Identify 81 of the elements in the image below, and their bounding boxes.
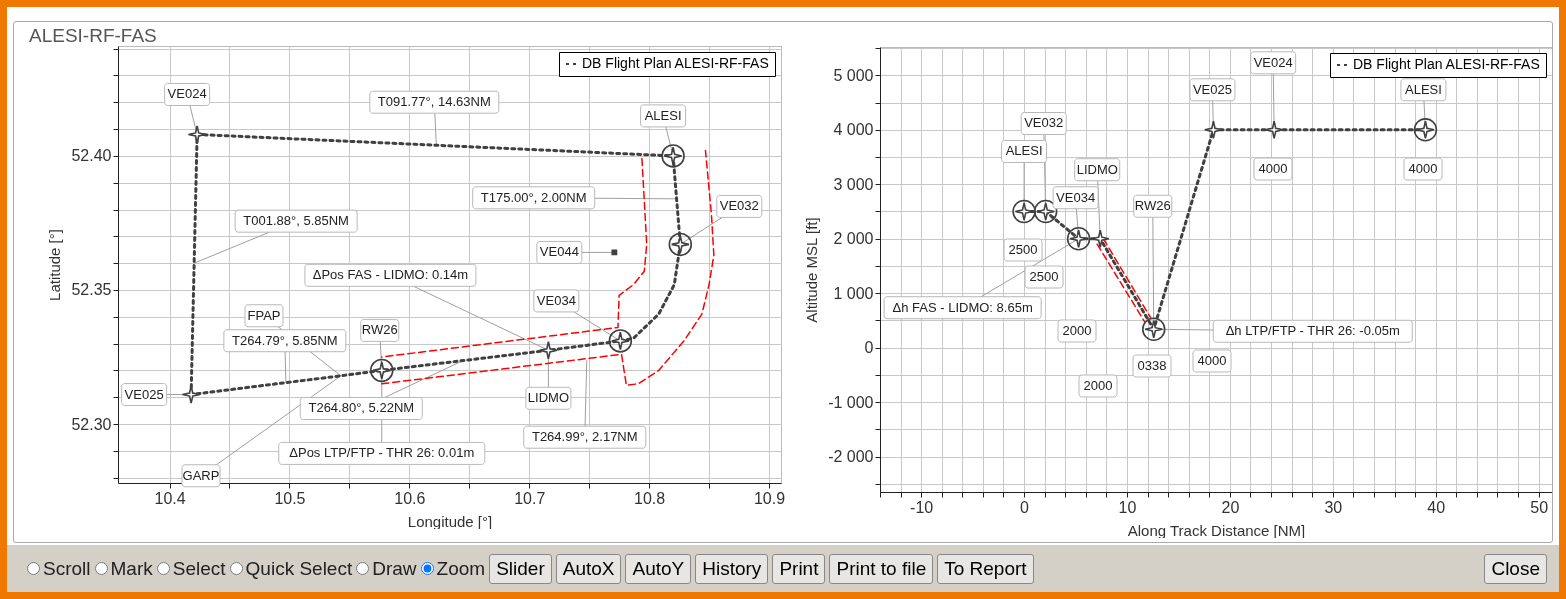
text: History xyxy=(695,553,769,584)
annotation: T091.77°, 14.63NM xyxy=(377,94,491,110)
text: Slider xyxy=(489,553,552,584)
x-tick-label: 10.5 xyxy=(274,489,306,507)
text: AutoX xyxy=(555,553,622,584)
annotation: T175.00°, 2.00NM xyxy=(480,189,587,205)
annotation: 2500 xyxy=(1029,269,1059,284)
y-axis-title: Altitude MSL [ft] xyxy=(803,217,821,323)
text: Zoom xyxy=(435,557,486,580)
y-tick-label: 5 000 xyxy=(833,66,874,84)
text: Quick Select xyxy=(244,557,353,580)
x-tick-label: 10.9 xyxy=(753,489,786,507)
y-tick-label: -1 000 xyxy=(828,393,874,411)
text: Print xyxy=(772,553,826,584)
y-tick-label: 52.35 xyxy=(71,281,112,299)
annotation: VE024 xyxy=(167,86,207,102)
annotation: ALESI xyxy=(1005,143,1043,159)
x-tick-label: 10.4 xyxy=(154,489,186,507)
annotation: T264.99°, 2.17NM xyxy=(531,429,638,445)
annotation: 2000 xyxy=(1062,323,1092,338)
text: Mark xyxy=(109,557,153,580)
text: Select xyxy=(171,557,226,580)
legend-label: DB Flight Plan ALESI-RF-FAS xyxy=(1353,56,1540,72)
annotation: ALESI xyxy=(1404,81,1442,97)
y-tick-label: 1 000 xyxy=(833,284,874,302)
annotation: T264.80°, 5.22NM xyxy=(308,400,415,416)
y-tick-label: 4 000 xyxy=(833,121,874,139)
annotation: FPAP xyxy=(247,307,281,323)
text: Scroll xyxy=(42,557,91,580)
annotation: 4000 xyxy=(1197,353,1227,368)
annotation: RW26 xyxy=(1134,198,1171,214)
x-axis-title: Along Track Distance [NM] xyxy=(1127,521,1306,539)
annotation: VE025 xyxy=(1192,81,1232,97)
x-tick-label: 50 xyxy=(1530,498,1549,516)
x-tick-label: 10.8 xyxy=(634,489,666,507)
annotation: GARP xyxy=(182,467,220,483)
annotation: VE032 xyxy=(1024,115,1064,131)
annotation: LIDMO xyxy=(1076,161,1118,177)
annotation: VE032 xyxy=(719,198,759,214)
text: AutoY xyxy=(625,553,692,584)
annotation: 2500 xyxy=(1008,242,1038,257)
annotation: Δh FAS - LIDMO: 8.65m xyxy=(892,299,1033,315)
text: Draw xyxy=(371,557,417,580)
annotation: T264.79°, 5.85NM xyxy=(232,332,338,348)
text: Print to file xyxy=(829,553,934,584)
annotation: VE024 xyxy=(1253,54,1293,70)
annotation: VE025 xyxy=(124,386,164,402)
x-tick-label: 10.6 xyxy=(394,489,426,507)
y-tick-label: 52.40 xyxy=(71,147,112,165)
annotation: 4000 xyxy=(1258,161,1288,176)
legend-label: DB Flight Plan ALESI-RF-FAS xyxy=(582,55,769,71)
annotation: Δh LTP/FTP - THR 26: -0.05m xyxy=(1225,323,1400,339)
x-tick-label: 10.7 xyxy=(514,489,546,507)
x-tick-label: 0 xyxy=(1020,498,1030,516)
x-tick-label: 30 xyxy=(1324,498,1343,516)
annotation: ALESI xyxy=(644,107,682,123)
y-tick-label: -2 000 xyxy=(828,448,874,466)
annotation: 0338 xyxy=(1137,358,1167,373)
y-tick-label: 0 xyxy=(864,339,874,357)
x-tick-label: -10 xyxy=(910,498,934,516)
text: To Report xyxy=(937,553,1034,584)
annotation: VE034 xyxy=(1056,189,1096,205)
annotation: VE044 xyxy=(539,244,579,260)
y-tick-label: 3 000 xyxy=(833,175,874,193)
y-axis-title: Latitude [°] xyxy=(46,229,64,301)
annotation: LIDMO xyxy=(527,390,569,406)
y-tick-label: 52.30 xyxy=(71,415,112,433)
y-tick-label: 2 000 xyxy=(833,230,874,248)
x-tick-label: 40 xyxy=(1427,498,1446,516)
annotation: ΔPos FAS - LIDMO: 0.14m xyxy=(312,267,469,283)
annotation: 4000 xyxy=(1408,161,1438,176)
x-tick-label: 20 xyxy=(1221,498,1240,516)
annotation: VE034 xyxy=(536,292,576,308)
x-tick-label: 10 xyxy=(1118,498,1137,516)
annotation: ΔPos LTP/FTP - THR 26: 0.01m xyxy=(289,445,475,461)
annotation: RW26 xyxy=(361,322,398,338)
chart-title: ALESI-RF-FAS xyxy=(26,25,160,47)
text: Close xyxy=(1484,553,1547,584)
annotation: T001.88°, 5.85NM xyxy=(243,213,349,229)
x-axis-title: Longitude [°] xyxy=(407,512,493,530)
annotation: 2000 xyxy=(1083,378,1113,393)
